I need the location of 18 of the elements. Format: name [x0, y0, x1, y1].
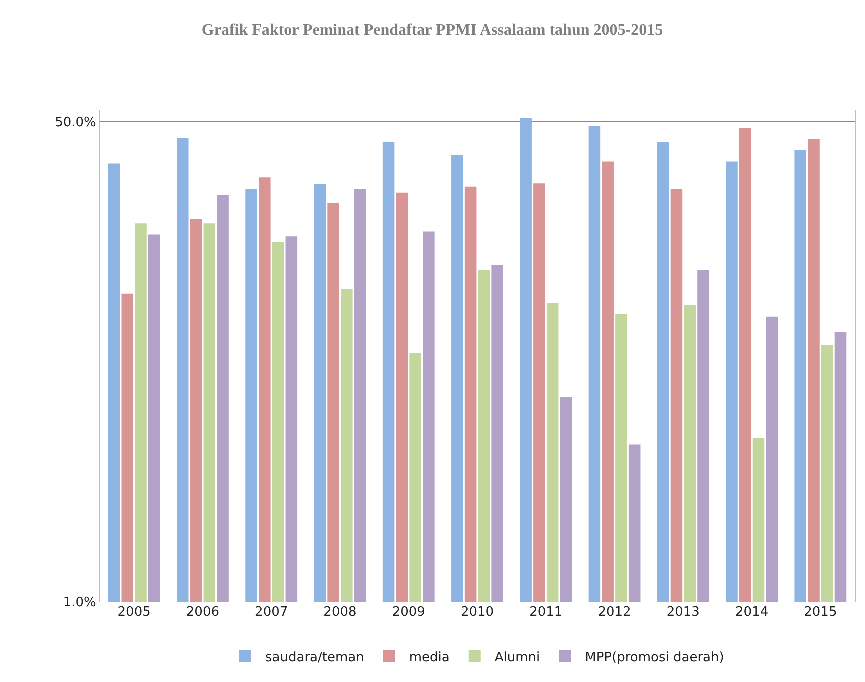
x-tick-label: 2009 — [392, 605, 426, 620]
legend-label: MPP(promosi daerah) — [585, 650, 724, 666]
x-tick-label: 2014 — [736, 605, 769, 620]
x-tick-label: 2010 — [460, 605, 494, 620]
chart-title: Grafik Faktor Peminat Pendaftar PPMI Assalaam tahun 2005-2015 — [202, 22, 664, 40]
x-tick-label: 2008 — [324, 605, 357, 620]
legend-label: saudara/teman — [266, 650, 364, 666]
x-tick-label: 2011 — [530, 605, 563, 620]
x-tick-label: 2012 — [598, 605, 632, 620]
x-tick-label: 2015 — [804, 605, 838, 620]
x-tick-label: 2007 — [255, 605, 288, 620]
legend-label: media — [409, 650, 450, 666]
y-tick-label: 1.0% — [63, 596, 96, 611]
x-tick-label: 2005 — [118, 605, 151, 620]
x-tick-label: 2013 — [666, 605, 700, 620]
legend-label: Alumni — [494, 650, 540, 666]
x-tick-label: 2006 — [186, 605, 220, 620]
y-tick-label: 50.0% — [55, 115, 96, 130]
